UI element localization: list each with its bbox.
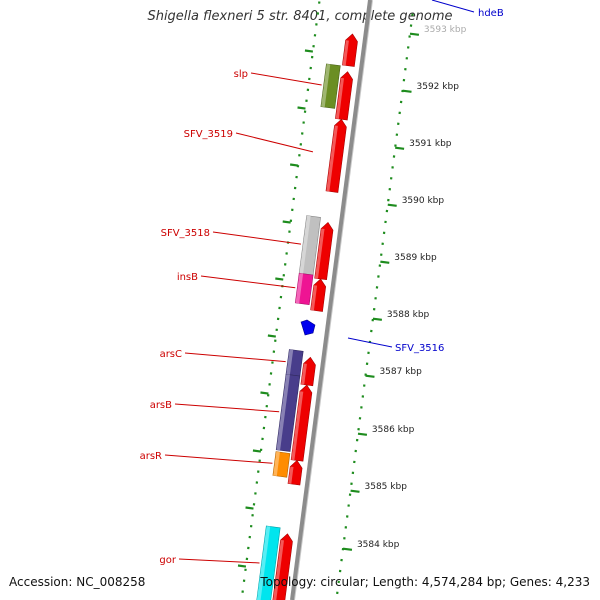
gene-label-leader <box>164 454 273 464</box>
inner-tick <box>267 334 276 338</box>
kbp-tick-label: 3587 kbp <box>379 367 422 377</box>
gene-label-leader <box>178 558 260 564</box>
kbp-tick <box>357 432 368 436</box>
inner-tick <box>275 277 284 281</box>
kbp-tick-label: 3591 kbp <box>409 139 452 149</box>
kbp-tick-label: 3588 kbp <box>387 310 430 320</box>
gene-label-arsr[interactable]: arsR <box>140 451 162 462</box>
topology-label: Topology: circular; Length: 4,574,284 bp… <box>260 575 590 589</box>
gene-label-leader <box>212 231 302 245</box>
inner-tick <box>289 163 299 167</box>
kbp-tick <box>350 489 360 493</box>
accession-label: Accession: NC_008258 <box>9 575 146 589</box>
gene-block-slp-highlight <box>321 63 331 108</box>
forward-gene-arrow-highlight <box>314 228 325 279</box>
forward-gene-arrow-highlight <box>335 77 344 119</box>
gene-block-arsr-highlight <box>273 451 280 476</box>
gene-label-leader <box>184 352 286 363</box>
gene-label-sfv_3518[interactable]: SFV_3518 <box>161 228 210 239</box>
kbp-tick-label: 3589 kbp <box>394 253 437 263</box>
kbp-tick-label: 3585 kbp <box>365 482 408 492</box>
gene-label-sfv_3519[interactable]: SFV_3519 <box>184 129 233 140</box>
gene-label-hdeb[interactable]: hdeB <box>478 8 504 19</box>
kbp-tick <box>395 146 405 150</box>
gene-block-insb-highlight <box>295 273 304 304</box>
forward-gene-arrow-highlight <box>301 363 307 385</box>
gene-label-leader <box>200 275 296 289</box>
gene-label-leader <box>174 403 280 413</box>
inner-tick <box>245 506 254 510</box>
kbp-tick-label: 3590 kbp <box>402 196 445 206</box>
inner-tick <box>252 449 262 453</box>
kbp-tick-label: 3592 kbp <box>417 82 460 92</box>
kbp-tick <box>372 317 383 321</box>
kbp-tick <box>365 374 375 378</box>
gene-label-leader <box>347 337 393 348</box>
gene-block-arsc-highlight <box>286 349 294 375</box>
kbp-tick <box>380 260 390 264</box>
kbp-tick-label: 3584 kbp <box>357 540 400 550</box>
inner-tick <box>282 220 291 224</box>
kbp-tick-label: 3586 kbp <box>372 425 415 435</box>
gene-label-insb[interactable]: insB <box>177 272 198 283</box>
genome-title: Shigella flexneri 5 str. 8401, complete … <box>147 9 453 24</box>
gene-label-sfv-3516[interactable]: SFV_3516 <box>395 343 444 354</box>
gene-block-gor-highlight <box>256 526 271 600</box>
gene-block-sfv_3518-highlight <box>299 215 311 274</box>
genome-backbone <box>290 0 372 600</box>
kbp-tick <box>387 203 397 207</box>
inner-tick <box>260 391 269 395</box>
gene-label-leader <box>235 132 314 153</box>
gene-label-leader <box>250 72 322 86</box>
gene-label-slp[interactable]: slp <box>234 69 248 80</box>
forward-gene-arrow-highlight <box>342 40 349 66</box>
gene-label-arsb[interactable]: arsB <box>150 400 172 411</box>
inner-tick <box>304 49 314 53</box>
gene-label-arsc[interactable]: arsC <box>160 349 182 360</box>
forward-gene-arrow-highlight <box>310 285 318 311</box>
forward-gene-arrow-highlight <box>288 466 294 484</box>
kbp-tick-label: 3593 kbp <box>424 25 467 35</box>
kbp-tick <box>402 89 412 93</box>
kbp-tick <box>342 547 353 551</box>
inner-tick <box>237 564 247 568</box>
inner-tick <box>297 106 306 110</box>
forward-gene-arrow-highlight <box>291 391 304 461</box>
gene-label-leader <box>431 0 475 13</box>
forward-gene-arrow-highlight <box>273 540 284 600</box>
kbp-tick <box>409 32 420 36</box>
gene-label-gor[interactable]: gor <box>159 555 176 566</box>
gene-block-sfv-3516[interactable] <box>300 319 316 336</box>
gene-block-arsb-highlight <box>276 374 290 451</box>
forward-gene-arrow-highlight <box>326 125 338 192</box>
